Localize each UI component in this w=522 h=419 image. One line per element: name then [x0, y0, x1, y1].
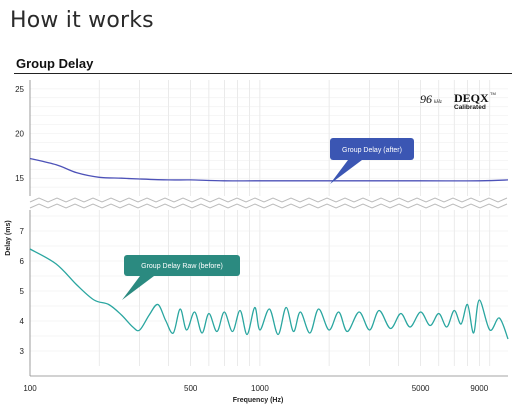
series: [29, 157, 509, 340]
axis-break-line: [29, 203, 508, 209]
series-line-after: [29, 157, 509, 182]
callout-before: Group Delay Raw (before): [122, 255, 240, 300]
page-title: How it works: [10, 8, 154, 33]
y-tick-label: 4: [20, 317, 25, 326]
y-tick-label: 25: [15, 85, 24, 94]
x-tick-label: 5000: [412, 384, 430, 393]
logo-sub: Calibrated: [454, 104, 486, 111]
deqx-logo: 96 kHz DEQX TM Calibrated: [420, 91, 496, 111]
callout-after: Group Delay (after): [330, 138, 414, 184]
callout-before-pointer: [122, 276, 154, 300]
chart-title: Group Delay: [16, 56, 94, 71]
callout-after-box: [330, 138, 414, 160]
x-tick-label: 9000: [470, 384, 488, 393]
x-axis-label: Frequency (Hz): [233, 397, 284, 404]
callout-before-box: [124, 255, 240, 276]
callout-before-label: Group Delay Raw (before): [141, 263, 223, 270]
x-tick-label: 1000: [251, 384, 269, 393]
x-tick-label: 100: [23, 384, 37, 393]
grid: [29, 80, 508, 366]
x-tick-label: 500: [184, 384, 198, 393]
axes: 15 20 25 3 4 5 6 7 100 500 1000 5000 9000 Frequency (…: [5, 80, 508, 404]
y-axis-label: Delay (ms): [5, 220, 12, 255]
logo-rate: 96: [420, 92, 432, 106]
y-tick-label: 6: [20, 257, 25, 266]
y-tick-label: 5: [20, 287, 25, 296]
series-line-before: [29, 248, 509, 340]
y-tick-label: 7: [20, 227, 25, 236]
logo-tm: TM: [490, 91, 496, 96]
callout-after-pointer: [330, 160, 362, 184]
callout-after-label: Group Delay (after): [342, 147, 402, 154]
logo-brand: DEQX: [454, 91, 489, 105]
title-divider: [14, 73, 512, 74]
logo-rate-unit: kHz: [434, 100, 442, 105]
y-tick-label: 15: [15, 174, 24, 183]
y-tick-label: 20: [15, 130, 24, 139]
axis-break-line: [29, 197, 508, 203]
y-tick-label: 3: [20, 347, 25, 356]
